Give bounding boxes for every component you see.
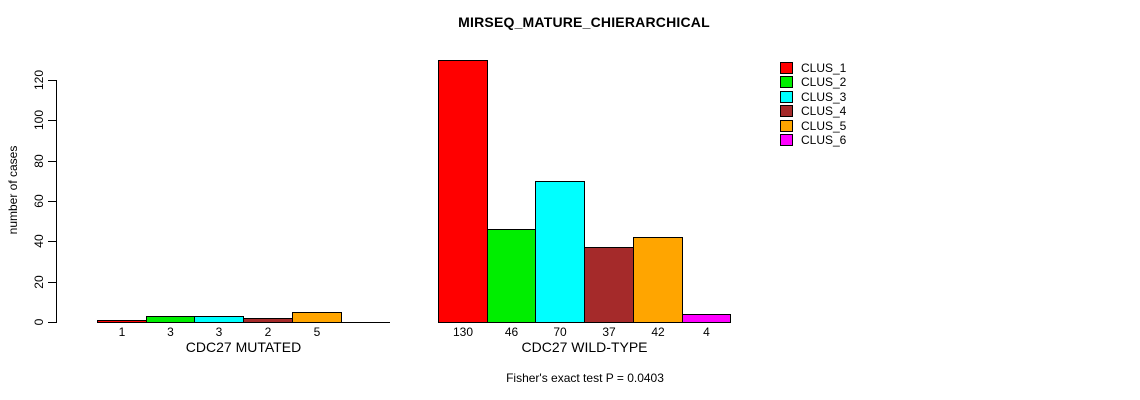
legend-label: CLUS_4 <box>801 104 847 118</box>
legend-label: CLUS_3 <box>801 90 847 104</box>
legend-swatch-icon <box>780 76 793 88</box>
bar-value-label: 1 <box>118 325 126 339</box>
bar-clus_4 <box>584 247 634 323</box>
bar-value-label: 3 <box>167 325 174 339</box>
bar-value-label: 42 <box>651 325 665 339</box>
bar-clus_2 <box>146 316 195 323</box>
y-tick-label: 20 <box>32 275 46 289</box>
bar-value-label: 5 <box>313 325 321 339</box>
bar-clus_2 <box>487 229 536 323</box>
y-tick-label: 100 <box>32 109 46 131</box>
bar-value-label: 2 <box>264 325 272 339</box>
y-tick-label: 0 <box>32 318 46 326</box>
bar-clus_6 <box>682 314 731 323</box>
y-tick <box>48 282 56 283</box>
y-axis-line <box>56 80 57 323</box>
y-tick <box>48 120 56 121</box>
bar-clus_1 <box>438 60 488 323</box>
bar-clus_3 <box>535 181 585 323</box>
legend-label: CLUS_6 <box>801 133 847 147</box>
bar-clus_4 <box>243 318 293 323</box>
bar-clus_3 <box>194 316 244 323</box>
legend-label: CLUS_5 <box>801 119 847 133</box>
y-tick <box>48 241 56 242</box>
x-axis-label-cdc27-mutated: CDC27 MUTATED <box>185 339 302 355</box>
y-tick-label: 120 <box>32 69 46 91</box>
legend-label: CLUS_1 <box>801 61 847 75</box>
legend-swatch-icon <box>780 120 793 132</box>
legend-swatch-icon <box>780 62 793 74</box>
bar-value-label: 70 <box>553 325 567 339</box>
bar-value-label: 3 <box>215 325 223 339</box>
bar-value-label: 4 <box>703 325 710 339</box>
y-tick <box>48 322 56 323</box>
x-axis-label-cdc27-wild-type: CDC27 WILD-TYPE <box>521 339 648 355</box>
y-tick-label: 40 <box>32 234 46 248</box>
legend-swatch-icon <box>780 105 793 117</box>
legend-swatch-icon <box>780 91 793 103</box>
bar-clus_5 <box>292 312 342 323</box>
y-tick <box>48 161 56 162</box>
y-tick <box>48 201 56 202</box>
chart-title: MIRSEQ_MATURE_CHIERARCHICAL <box>458 14 710 30</box>
bar-value-label: 130 <box>452 325 474 339</box>
fisher-test-annotation: Fisher's exact test P = 0.0403 <box>506 371 664 385</box>
bar-value-label: 46 <box>504 325 519 339</box>
y-axis-label: number of cases <box>6 145 20 235</box>
bar-clus_1 <box>97 320 147 323</box>
y-tick-label: 60 <box>32 194 46 208</box>
legend-label: CLUS_2 <box>801 75 847 89</box>
legend-swatch-icon <box>780 134 793 146</box>
y-tick-label: 80 <box>32 154 46 168</box>
bar-clus_5 <box>633 237 683 323</box>
y-tick <box>48 80 56 81</box>
bar-value-label: 37 <box>602 325 616 339</box>
